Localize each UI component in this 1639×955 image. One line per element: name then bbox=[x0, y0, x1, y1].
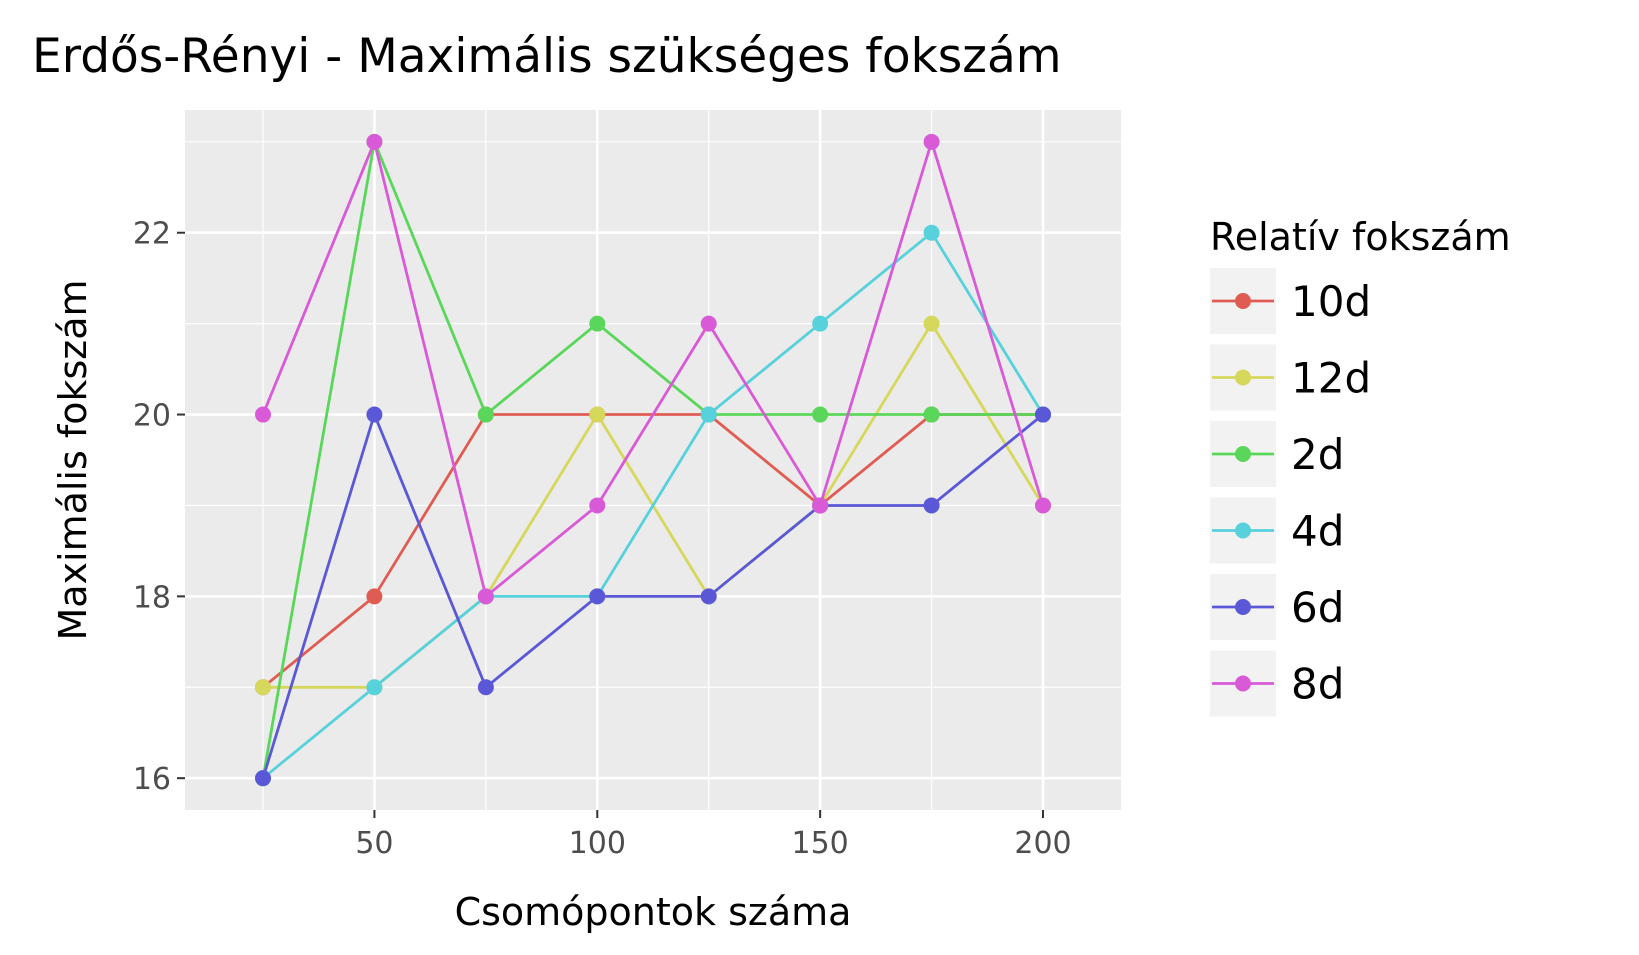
point-6d bbox=[255, 770, 271, 787]
point-4d bbox=[700, 406, 717, 423]
axes: 50 100 150 200 16 18 20 22 bbox=[133, 217, 1072, 861]
legend-key-point-4d bbox=[1235, 522, 1251, 539]
point-2d bbox=[923, 406, 940, 423]
point-2d bbox=[477, 406, 494, 423]
legend-key-point-8d bbox=[1235, 675, 1251, 692]
point-10d bbox=[366, 588, 383, 605]
chart-title: Erdős-Rényi - Maximális szükséges fokszá… bbox=[32, 29, 1062, 84]
point-8d bbox=[812, 497, 829, 514]
legend-label-10d: 10d bbox=[1291, 277, 1371, 326]
x-tick-label: 150 bbox=[792, 826, 849, 861]
point-6d bbox=[589, 588, 606, 605]
y-tick-label: 20 bbox=[133, 399, 171, 434]
series-line-2d bbox=[261, 136, 1043, 779]
series-line-4d bbox=[262, 230, 1045, 780]
point-8d bbox=[589, 497, 606, 514]
point-8d bbox=[1035, 497, 1051, 514]
point-4d bbox=[812, 315, 829, 332]
x-tick-label: 50 bbox=[355, 826, 393, 861]
y-tick-label: 16 bbox=[133, 762, 171, 797]
series-points bbox=[255, 133, 1051, 787]
legend-key-point-10d bbox=[1235, 293, 1251, 309]
point-6d bbox=[700, 588, 717, 605]
legend-label-4d: 4d bbox=[1291, 507, 1344, 556]
x-tick-label: 100 bbox=[569, 826, 626, 861]
legend-key-point-6d bbox=[1235, 599, 1251, 615]
point-8d bbox=[255, 406, 271, 423]
point-8d bbox=[923, 133, 940, 150]
legend-label-2d: 2d bbox=[1291, 430, 1344, 479]
y-tick-label: 18 bbox=[133, 580, 171, 615]
legend-key-point-2d bbox=[1235, 446, 1251, 462]
series-line-6d bbox=[261, 410, 1044, 779]
plot-panel bbox=[185, 110, 1121, 810]
legend-label-6d: 6d bbox=[1291, 583, 1344, 632]
point-2d bbox=[589, 315, 606, 332]
x-tick-label: 200 bbox=[1014, 826, 1071, 861]
series-line-8d bbox=[261, 137, 1045, 599]
point-6d bbox=[366, 406, 383, 423]
x-axis-label: Csomópontok száma bbox=[455, 890, 852, 934]
point-8d bbox=[366, 133, 383, 150]
point-6d bbox=[1035, 406, 1051, 423]
point-6d bbox=[477, 679, 494, 696]
legend-label-8d: 8d bbox=[1291, 660, 1344, 709]
point-8d bbox=[700, 315, 717, 332]
point-12d bbox=[923, 315, 940, 332]
point-4d bbox=[923, 224, 940, 241]
legend: Relatív fokszám 10d 12d 2d 4d 6d 8d bbox=[1210, 215, 1511, 717]
series-lines bbox=[261, 136, 1045, 780]
y-axis-label: Maximális fokszám bbox=[51, 279, 95, 640]
y-tick-label: 22 bbox=[133, 217, 171, 252]
point-12d bbox=[589, 406, 606, 423]
point-8d bbox=[477, 588, 494, 605]
point-4d bbox=[366, 679, 383, 696]
point-2d bbox=[812, 406, 829, 423]
point-12d bbox=[255, 679, 271, 696]
legend-label-12d: 12d bbox=[1291, 354, 1371, 403]
legend-title: Relatív fokszám bbox=[1210, 215, 1511, 259]
legend-key-point-12d bbox=[1235, 369, 1251, 386]
point-6d bbox=[923, 497, 940, 514]
